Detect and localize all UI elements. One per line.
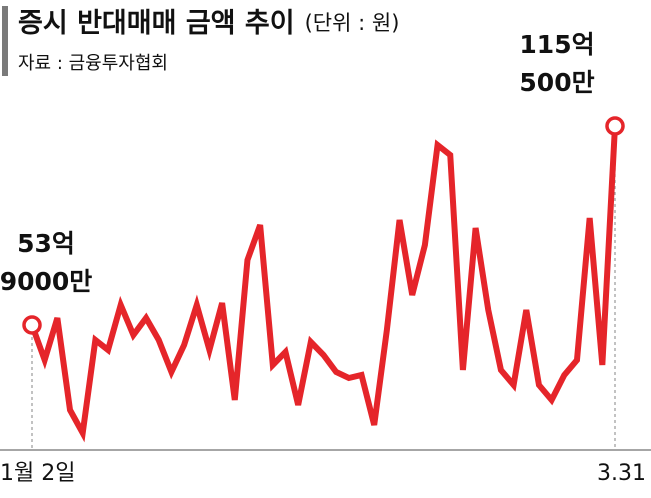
end-marker (22, 315, 42, 335)
title: 증시 반대매매 금액 추이 (18, 8, 295, 39)
line (29, 125, 618, 443)
unit: (단위 : 원) (305, 11, 400, 35)
x-tick-label: 1월 2일 (0, 461, 75, 486)
value-label-line: 9000만 (0, 267, 92, 296)
chart-title: 증시 반대매매 금액 추이 (단위 : 원) (18, 8, 399, 39)
value-label: 53억 9000만 (0, 229, 92, 296)
end-marker (605, 116, 625, 136)
title-bar (2, 6, 8, 76)
x-tick-label: 3.31 (597, 461, 646, 486)
value-label: 115억 500만 (519, 30, 594, 97)
value-label-line: 500만 (519, 68, 594, 97)
value-label-line: 115억 (519, 30, 594, 59)
source: 자료 : 금융투자협회 (18, 53, 168, 74)
value-label-line: 53억 (17, 229, 75, 258)
